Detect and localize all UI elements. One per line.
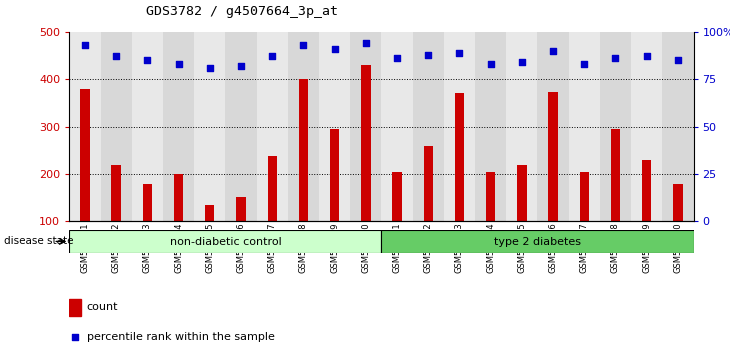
Point: [610, 56, 621, 61]
Bar: [412, 32, 444, 221]
Bar: [299, 79, 308, 221]
Bar: [673, 184, 683, 221]
Point: [79, 42, 91, 48]
Text: non-diabetic control: non-diabetic control: [169, 236, 281, 247]
Bar: [631, 32, 662, 221]
Bar: [475, 32, 507, 221]
Bar: [131, 32, 163, 221]
Bar: [361, 65, 371, 221]
Point: [453, 50, 465, 56]
Bar: [69, 299, 80, 315]
Bar: [517, 165, 526, 221]
Bar: [226, 32, 257, 221]
Point: [235, 63, 247, 69]
Point: [360, 40, 372, 46]
Point: [641, 54, 653, 59]
Bar: [537, 32, 569, 221]
Point: [485, 61, 496, 67]
Bar: [69, 32, 101, 221]
Point: [672, 57, 684, 63]
Bar: [288, 32, 319, 221]
Point: [426, 197, 438, 203]
Bar: [600, 32, 631, 221]
Bar: [237, 196, 246, 221]
Point: [548, 48, 559, 53]
Bar: [319, 32, 350, 221]
Bar: [642, 160, 651, 221]
Point: [173, 61, 185, 67]
Bar: [381, 32, 412, 221]
Bar: [662, 32, 694, 221]
Bar: [69, 230, 381, 253]
Bar: [350, 32, 381, 221]
Bar: [381, 230, 694, 253]
Bar: [101, 32, 132, 221]
Text: count: count: [87, 302, 118, 312]
Bar: [486, 172, 496, 221]
Point: [298, 42, 310, 48]
Text: disease state: disease state: [4, 236, 73, 246]
Bar: [205, 205, 215, 221]
Text: type 2 diabetes: type 2 diabetes: [494, 236, 581, 247]
Point: [516, 59, 528, 65]
Point: [266, 54, 278, 59]
Text: GDS3782 / g4507664_3p_at: GDS3782 / g4507664_3p_at: [146, 5, 338, 18]
Bar: [163, 32, 194, 221]
Bar: [112, 165, 121, 221]
Bar: [611, 129, 620, 221]
Point: [578, 61, 590, 67]
Point: [204, 65, 215, 71]
Bar: [455, 93, 464, 221]
Bar: [267, 156, 277, 221]
Bar: [423, 147, 433, 221]
Point: [110, 54, 122, 59]
Bar: [257, 32, 288, 221]
Point: [142, 57, 153, 63]
Bar: [142, 184, 152, 221]
Bar: [569, 32, 600, 221]
Bar: [330, 129, 339, 221]
Bar: [174, 174, 183, 221]
Text: percentile rank within the sample: percentile rank within the sample: [87, 332, 274, 342]
Bar: [507, 32, 537, 221]
Bar: [444, 32, 475, 221]
Bar: [194, 32, 226, 221]
Bar: [580, 172, 589, 221]
Point: [328, 46, 340, 52]
Bar: [80, 89, 90, 221]
Point: [391, 56, 403, 61]
Point: [423, 52, 434, 57]
Bar: [548, 92, 558, 221]
Bar: [392, 172, 402, 221]
